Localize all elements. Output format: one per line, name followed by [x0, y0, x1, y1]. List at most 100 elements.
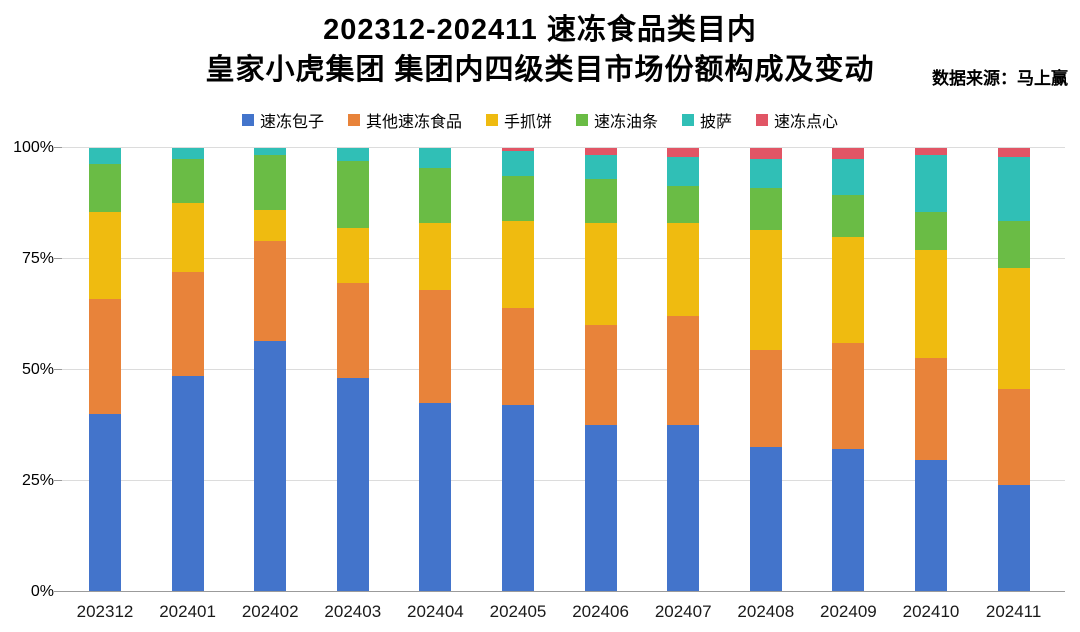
bar-segment	[254, 210, 287, 242]
chart-legend: 速冻包子 其他速冻食品 手抓饼 速冻油条 披萨 速冻点心	[0, 108, 1080, 132]
y-tick-mark	[54, 147, 62, 148]
y-tick-mark	[54, 369, 62, 370]
legend-item: 披萨	[682, 108, 732, 132]
bar-segment	[915, 358, 947, 461]
gridline	[62, 258, 1065, 259]
bar-segment	[254, 148, 287, 155]
legend-label: 速冻油条	[594, 114, 659, 131]
stacked-bar-202403	[336, 148, 369, 591]
x-tick-label: 202312	[76, 602, 134, 621]
x-tick-label: 202404	[407, 602, 464, 621]
bar-segment	[997, 148, 1030, 157]
bar-segment	[419, 167, 452, 224]
stacked-bar-202408	[749, 148, 782, 591]
bar-segment	[336, 161, 369, 228]
bar-segment	[832, 148, 865, 160]
bar-segment	[832, 342, 865, 450]
legend-label: 其他速冻食品	[365, 114, 462, 131]
gridline	[62, 480, 1065, 481]
chart-title-line1: 202312-202411 速冻食品类目内	[323, 14, 757, 46]
legend-label: 披萨	[700, 114, 733, 131]
y-tick-label: 75%	[21, 250, 54, 267]
y-tick-label: 100%	[13, 139, 54, 156]
bar-segment	[336, 283, 369, 379]
bar-segment	[832, 236, 865, 343]
bar-segment	[502, 148, 534, 152]
legend-swatch-icon	[682, 114, 695, 126]
bar-segment	[667, 223, 700, 317]
bar-segment	[502, 175, 534, 222]
stacked-bar-202411	[997, 148, 1030, 591]
bar-segment	[89, 298, 121, 414]
bar-segment	[584, 223, 617, 326]
bar-segment	[171, 376, 204, 591]
bar-segment	[749, 187, 782, 230]
legend-label: 速冻点心	[774, 114, 839, 131]
gridline	[62, 147, 1065, 148]
bar-segment	[667, 316, 700, 425]
bar-segment	[997, 389, 1030, 485]
bar-segment	[502, 404, 534, 591]
bar-segment	[171, 272, 204, 377]
bar-segment	[997, 484, 1030, 591]
bar-segment	[254, 241, 287, 341]
stacked-bar-202404	[419, 148, 452, 591]
legend-item: 速冻包子	[241, 108, 324, 132]
bar-segment	[502, 221, 534, 308]
bar-segment	[502, 151, 534, 176]
legend-item: 速冻油条	[576, 108, 658, 132]
bar-segment	[254, 340, 287, 591]
bar-segment	[749, 447, 782, 591]
x-tick-label: 202405	[489, 602, 547, 621]
x-tick-label: 202407	[654, 602, 712, 621]
x-tick-label: 202408	[737, 602, 795, 621]
bar-segment	[997, 221, 1030, 268]
bar-segment	[749, 349, 782, 448]
bar-segment	[89, 148, 121, 164]
y-tick-label: 25%	[21, 472, 54, 489]
x-tick-label: 202411	[985, 602, 1042, 621]
bar-segment	[419, 148, 452, 168]
bar-segment	[915, 212, 947, 250]
bar-segment	[584, 424, 617, 591]
bar-segment	[584, 325, 617, 425]
legend-swatch-icon	[347, 114, 360, 126]
bar-segment	[667, 424, 700, 591]
bar-segment	[832, 449, 865, 591]
y-tick-label: 0%	[30, 583, 54, 600]
bar-segment	[171, 159, 204, 204]
chart-title-line2: 皇家小虎集团 集团内四级类目市场份额构成及变动	[205, 54, 875, 86]
bar-segment	[997, 156, 1030, 222]
legend-swatch-icon	[485, 114, 498, 126]
stacked-bar-202406	[584, 148, 617, 591]
bar-segment	[336, 148, 369, 162]
bar-segment	[584, 148, 617, 155]
bar-segment	[502, 307, 534, 405]
bar-segment	[336, 378, 369, 591]
legend-label: 速冻包子	[259, 114, 324, 131]
bar-segment	[749, 148, 782, 160]
bar-segment	[832, 194, 865, 237]
stacked-bar-202410	[915, 148, 947, 591]
legend-item: 手抓饼	[485, 108, 552, 132]
x-tick-label: 202401	[159, 602, 216, 621]
y-tick-mark	[54, 258, 62, 259]
stacked-bar-202312	[89, 148, 121, 591]
legend-item: 其他速冻食品	[347, 108, 462, 132]
legend-swatch-icon	[576, 114, 588, 126]
bar-segment	[419, 402, 452, 591]
x-tick-label: 202403	[324, 602, 382, 621]
bar-segment	[749, 159, 782, 188]
bar-segment	[915, 154, 947, 213]
legend-swatch-icon	[756, 114, 769, 126]
bar-segment	[832, 159, 865, 195]
x-axis-line	[62, 591, 1065, 592]
y-tick-mark	[54, 480, 62, 481]
stacked-bar-202401	[171, 148, 204, 591]
bar-segment	[171, 148, 204, 160]
bar-segment	[89, 413, 121, 591]
bar-segment	[997, 267, 1030, 390]
stacked-bar-202405	[502, 148, 534, 591]
x-tick-label: 202402	[241, 602, 299, 621]
legend-item: 速冻点心	[756, 108, 838, 132]
